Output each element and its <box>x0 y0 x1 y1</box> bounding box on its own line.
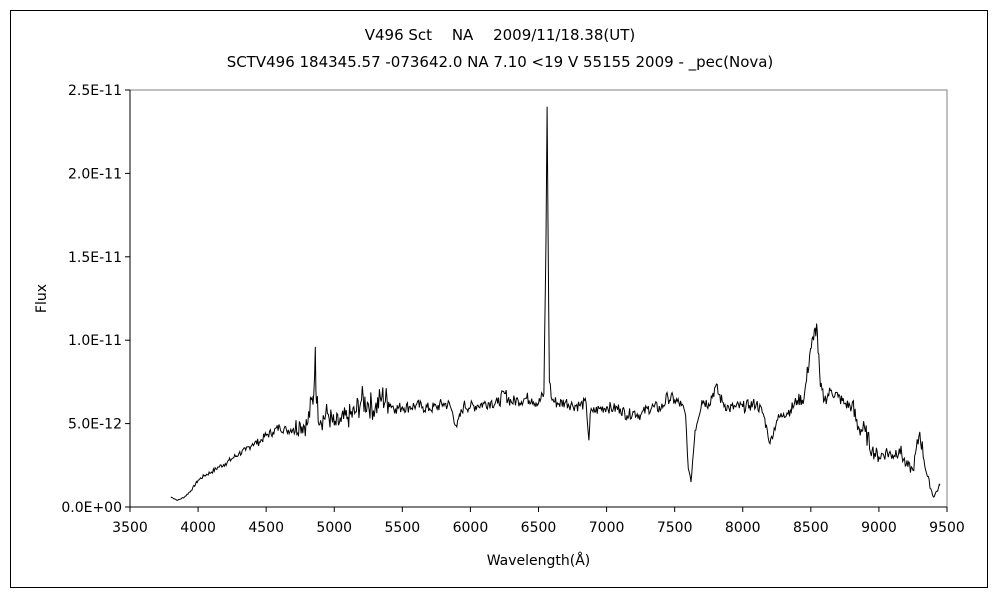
x-tick-label: 8000 <box>725 520 761 536</box>
chart-title: V496 Sct NA 2009/11/18.38(UT) <box>364 26 636 44</box>
x-tick-label: 9000 <box>861 520 897 536</box>
x-tick-label: 9500 <box>929 520 965 536</box>
x-tick-label: 5000 <box>316 520 352 536</box>
x-axis <box>129 506 948 512</box>
y-tick-labels: 0.0E+00 5.0E-12 1.0E-11 1.5E-11 2.0E-11 2.5E-… <box>61 83 122 516</box>
x-axis-label: Wavelength(Å) <box>487 552 591 569</box>
x-tick-label: 7000 <box>589 520 625 536</box>
x-tick-label: 8500 <box>793 520 829 536</box>
x-tick-label: 3500 <box>112 520 148 536</box>
y-tick-label: 2.0E-11 <box>68 166 122 182</box>
y-tick-label: 1.5E-11 <box>68 250 122 266</box>
y-tick-label: 5.0E-12 <box>68 417 122 433</box>
chart-subtitle: SCTV496 184345.57 -073642.0 NA 7.10 <19 … <box>226 53 774 71</box>
y-tick-label: 2.5E-11 <box>68 83 122 99</box>
x-tick-label: 6000 <box>453 520 489 536</box>
x-tick-label: 4000 <box>180 520 216 536</box>
chart-frame <box>10 10 988 588</box>
x-tick-label: 4500 <box>248 520 284 536</box>
y-axis-label: Flux <box>34 284 50 313</box>
x-tick-labels: 3500 4000 4500 5000 5500 6000 6500 7000 7500 8000… <box>112 520 965 536</box>
x-tick-label: 5500 <box>385 520 421 536</box>
spectrum-line <box>170 106 941 501</box>
x-tick-label: 7500 <box>657 520 693 536</box>
y-tick-label: 1.0E-11 <box>68 333 122 349</box>
x-tick-label: 6500 <box>521 520 557 536</box>
y-axis <box>125 89 131 508</box>
y-tick-label: 0.0E+00 <box>61 500 122 516</box>
